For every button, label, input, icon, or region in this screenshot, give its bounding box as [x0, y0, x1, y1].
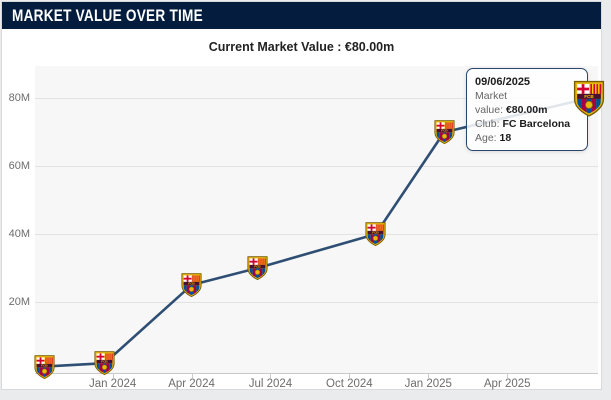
fc-barcelona-crest-icon — [33, 354, 56, 380]
fc-barcelona-crest-icon[interactable] — [93, 350, 116, 376]
tooltip-market-value-row: Market value: €80.00m — [475, 90, 548, 116]
tooltip-club-row: Club: FC Barcelona — [475, 118, 571, 130]
x-axis-label: Jan 2025 — [404, 378, 452, 390]
page-title: MARKET VALUE OVER TIME — [12, 5, 203, 25]
widget-header: MARKET VALUE OVER TIME — [2, 2, 601, 29]
x-axis-line — [35, 373, 598, 374]
fc-barcelona-crest-icon[interactable] — [246, 255, 269, 281]
fc-barcelona-crest-icon — [246, 255, 269, 281]
fc-barcelona-crest-icon[interactable] — [33, 354, 56, 380]
current-market-value-text: Current Market Value : €80.00m — [208, 40, 395, 54]
fc-barcelona-crest-icon — [180, 272, 203, 298]
x-axis-label: Jan 2024 — [88, 378, 137, 390]
x-axis-tick — [112, 373, 114, 378]
x-axis-tick — [428, 373, 430, 378]
fc-barcelona-crest-icon[interactable] — [364, 221, 387, 247]
current-value-crest-marker[interactable] — [572, 79, 606, 118]
tooltip-date: 09/06/2025 — [475, 76, 531, 88]
x-axis-tick — [191, 373, 193, 378]
x-axis-label: Apr 2024 — [168, 378, 215, 390]
x-axis-tick — [507, 373, 509, 378]
y-axis-label: 40M — [8, 228, 30, 241]
chart-tooltip: 09/06/2025 Market value: €80.00m Club: F… — [466, 68, 588, 151]
fc-barcelona-crest-icon — [433, 119, 456, 145]
tooltip-age-row: Age: 18 — [475, 132, 512, 144]
fc-barcelona-crest-icon[interactable] — [433, 119, 456, 145]
x-axis-label: Oct 2024 — [326, 378, 373, 390]
fc-barcelona-crest-icon — [93, 350, 116, 376]
x-axis-tick — [349, 373, 351, 378]
x-axis-label: Apr 2025 — [483, 378, 531, 390]
y-axis-label: 80M — [8, 92, 30, 105]
x-axis-tick — [270, 373, 272, 378]
y-gridline — [35, 234, 598, 236]
y-gridline — [35, 166, 598, 168]
y-axis-label: 20M — [8, 296, 30, 309]
fc-barcelona-crest-icon — [364, 221, 387, 247]
y-gridline — [35, 302, 598, 304]
x-axis-label: Jul 2024 — [248, 378, 293, 390]
y-axis-label: 60M — [8, 160, 30, 173]
fc-barcelona-crest-icon[interactable] — [180, 272, 203, 298]
fc-barcelona-crest-icon — [572, 79, 606, 118]
